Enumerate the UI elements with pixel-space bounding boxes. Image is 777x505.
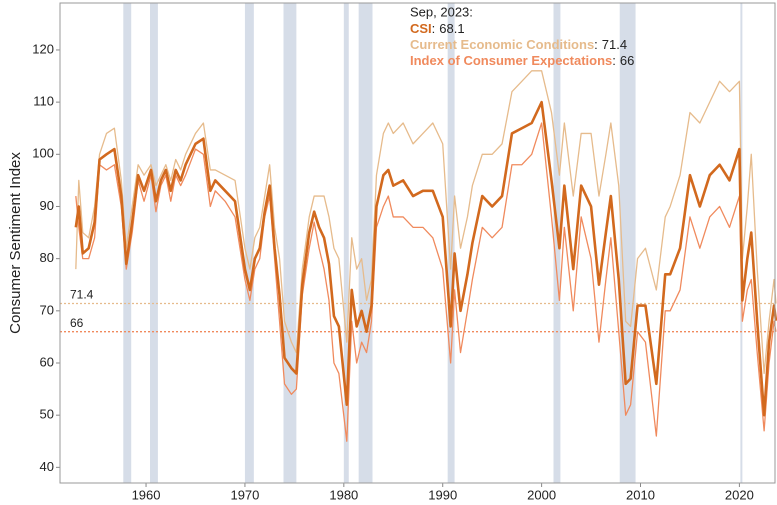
y-tick-label: 50 [40,407,54,422]
x-tick-label: 1970 [230,487,259,502]
recession-band [283,3,297,483]
readout-value: 66 [620,53,634,68]
readout-name: CSI [410,21,432,36]
readout-entry: Current Economic Conditions: 71.4 [410,37,627,52]
x-tick-label: 1960 [132,487,161,502]
readout-entry: CSI: 68.1 [410,21,465,36]
recession-band [149,3,158,483]
x-tick-label: 1990 [428,487,457,502]
readout-value: 68.1 [439,21,464,36]
y-tick-label: 90 [40,198,54,213]
recession-band [447,3,455,483]
x-tick-label: 1980 [329,487,358,502]
plot-frame [59,2,776,484]
series-line [75,122,777,442]
recession-band [553,3,561,483]
y-tick-label: 110 [33,94,54,109]
x-tick-label: 2000 [527,487,556,502]
y-tick-label: 70 [40,302,54,317]
y-tick-label: 60 [40,354,54,369]
x-tick-label: 2010 [626,487,655,502]
readout-separator: : [594,37,598,52]
y-tick-label: 100 [32,146,54,161]
recession-band [358,3,373,483]
readout-name: Current Economic Conditions [410,37,594,52]
y-tick-label: 80 [40,250,54,265]
readout-separator: : [612,53,616,68]
y-tick-label: 40 [40,459,54,474]
reference-label: 66 [70,316,84,330]
readout-separator: : [432,21,436,36]
series-line [75,70,777,375]
readout-title: Sep, 2023: [410,4,473,19]
reference-label: 71.4 [70,288,94,302]
recession-band [343,3,349,483]
readout-entry: Index of Consumer Expectations: 66 [410,53,634,68]
x-tick-label: 2020 [725,487,754,502]
readout-value: 71.4 [602,37,627,52]
y-axis-label: Consumer Sentiment Index [7,152,24,334]
series-line [74,100,777,417]
readout-name: Index of Consumer Expectations [410,53,612,68]
y-tick-label: 120 [32,41,54,56]
recession-band [244,3,254,483]
